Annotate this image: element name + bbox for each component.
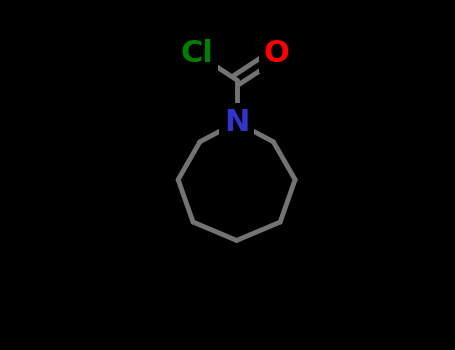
Text: Cl: Cl — [180, 39, 213, 68]
Text: O: O — [264, 39, 290, 68]
Text: N: N — [224, 108, 249, 137]
